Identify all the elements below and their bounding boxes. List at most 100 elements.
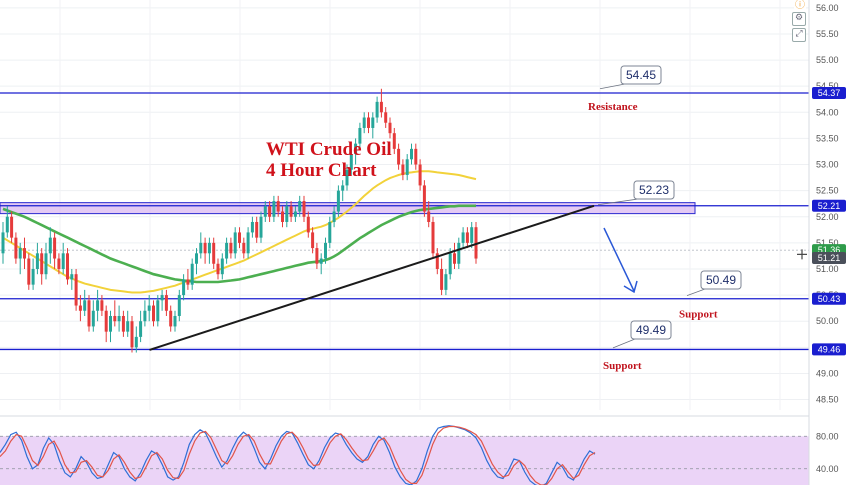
annotation-support: Support	[603, 360, 642, 372]
candle-body	[246, 232, 250, 254]
candle	[250, 216, 254, 238]
candle-body	[173, 315, 177, 327]
candle-body	[91, 310, 95, 327]
candle-body	[238, 232, 241, 243]
candle	[246, 227, 250, 259]
candle-body	[109, 315, 112, 332]
fullscreen-icon[interactable]: ⤢	[792, 28, 806, 42]
candle	[27, 253, 31, 290]
candle-body	[117, 315, 121, 322]
candle-body	[401, 164, 405, 175]
candle-body	[448, 253, 452, 275]
annotation-resistance: Resistance	[588, 101, 638, 113]
candle	[431, 216, 435, 259]
price-tag-label: 52.21	[818, 201, 841, 211]
candle	[182, 274, 186, 301]
candle	[358, 122, 362, 149]
y-tick-label: 56.00	[816, 3, 839, 13]
y-tick-label: 53.50	[816, 133, 839, 143]
candle	[143, 300, 147, 327]
candle	[379, 88, 383, 118]
candle-body	[143, 310, 147, 322]
candle	[354, 138, 358, 165]
candle-body	[160, 295, 164, 301]
candle	[341, 180, 345, 202]
candle-body	[121, 315, 125, 332]
candle	[74, 268, 78, 311]
candle	[1, 221, 5, 264]
candle	[147, 295, 151, 322]
candle-body	[83, 300, 87, 311]
candle-body	[324, 242, 327, 259]
y-tick-label: 49.00	[816, 368, 839, 378]
candle	[392, 127, 396, 155]
candle	[281, 206, 284, 228]
price-tag-50.43: 50.43	[812, 292, 846, 305]
candle	[23, 237, 26, 269]
ma-slow-line	[2, 204, 476, 284]
callout-box	[700, 270, 742, 290]
candle	[216, 258, 220, 280]
candle	[401, 159, 405, 181]
candle-body	[392, 133, 396, 149]
candle-body	[354, 143, 358, 155]
y-tick-label: 50.00	[816, 316, 839, 326]
candle	[276, 195, 280, 217]
candle-body	[156, 300, 160, 322]
candle	[336, 185, 340, 217]
candle	[388, 117, 392, 139]
candle	[31, 258, 35, 290]
callout-pointer	[686, 288, 706, 296]
settings-icon[interactable]: ⚙	[792, 12, 806, 26]
candle	[53, 232, 57, 269]
crosshair-icon[interactable]	[797, 249, 807, 260]
candle-body	[397, 148, 401, 165]
candle	[302, 195, 306, 222]
zone-rect	[0, 202, 696, 215]
candle-body	[405, 159, 409, 175]
candle	[87, 295, 91, 332]
candle	[328, 216, 332, 249]
candle	[410, 143, 413, 165]
chart-title: WTI Crude Oil	[266, 139, 392, 160]
candle	[5, 206, 9, 238]
candle-body	[113, 315, 117, 322]
candle	[371, 112, 375, 139]
candle	[465, 227, 469, 249]
price-tag-52.21: 52.21	[812, 199, 846, 212]
candle	[173, 310, 177, 332]
candle-body	[147, 305, 151, 311]
candle-body	[379, 101, 383, 113]
down-arrow-shaft	[603, 227, 635, 292]
candle-body	[255, 221, 259, 238]
title-group: WTI Crude Oil 4 Hour Chart	[266, 139, 392, 181]
candle	[18, 242, 22, 275]
candle-body	[18, 248, 22, 259]
annotations: Resistance Support Support	[588, 101, 718, 372]
y-tick-label: 52.00	[816, 212, 839, 222]
candle-body	[336, 190, 340, 212]
price-tag-box	[812, 199, 846, 212]
candle-body	[100, 300, 104, 311]
candle-body	[70, 274, 74, 280]
candle-body	[371, 117, 375, 128]
candle	[96, 289, 100, 322]
info-icon[interactable]: ⓘ	[794, 0, 806, 12]
candle	[186, 268, 190, 290]
y-tick-label: 48.50	[816, 395, 839, 405]
candle	[35, 242, 39, 275]
candle-body	[457, 242, 461, 264]
price-tag-label: 51.21	[818, 253, 841, 263]
candle-body	[104, 310, 108, 332]
price-tag-51.21: 51.21	[812, 252, 846, 265]
candle	[190, 258, 194, 290]
candle-body	[225, 242, 229, 259]
candle	[285, 201, 289, 228]
candle-body	[199, 242, 203, 254]
candle-body	[289, 206, 293, 217]
callout-box	[620, 65, 662, 85]
trendline	[149, 204, 595, 351]
y-tick-label: 51.00	[816, 264, 839, 274]
